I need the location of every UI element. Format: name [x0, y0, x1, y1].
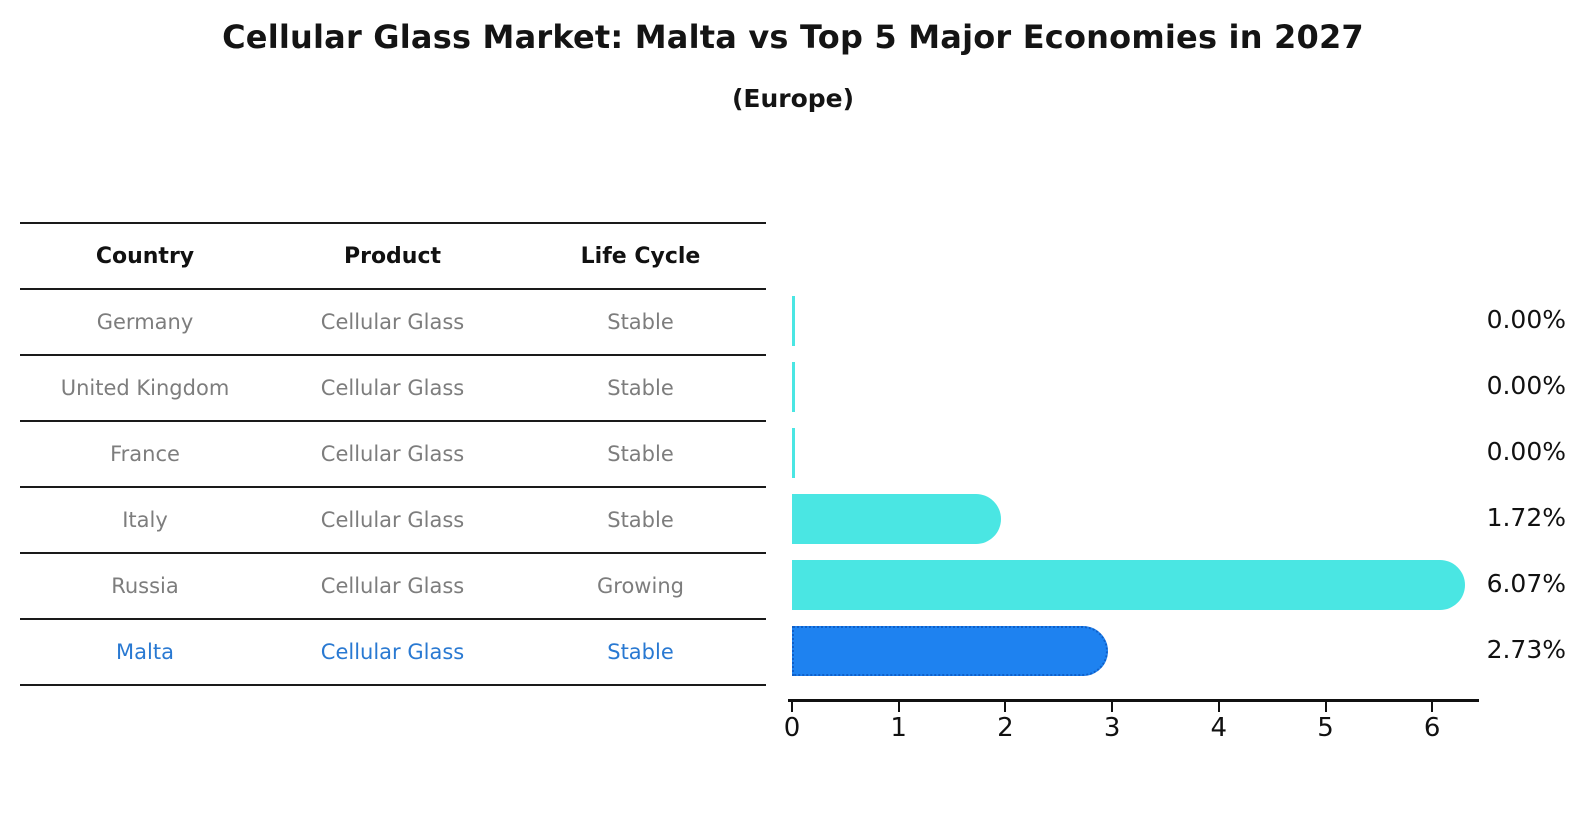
bar-italy — [792, 494, 1001, 544]
life_cycle-cell: Stable — [607, 508, 674, 532]
x-axis-line — [788, 699, 1479, 702]
x-tick-label: 1 — [890, 713, 907, 743]
life_cycle-cell: Stable — [607, 376, 674, 400]
value-label: 6.07% — [1486, 569, 1566, 598]
country-cell: United Kingdom — [60, 376, 230, 400]
table-row: Germany Cellular Glass Stable — [20, 290, 766, 356]
x-tick-mark — [1111, 702, 1114, 712]
value-label: 1.72% — [1486, 503, 1566, 532]
table-row: Malta Cellular Glass Stable — [20, 620, 766, 686]
table-header-row: Country Product Life Cycle — [20, 224, 766, 290]
table-row: Russia Cellular Glass Growing — [20, 554, 766, 620]
country-cell: Italy — [122, 508, 168, 532]
product-cell: Cellular Glass — [320, 376, 465, 400]
life_cycle-cell: Stable — [607, 310, 674, 334]
column-header: Product — [343, 243, 442, 269]
country-table: Country Product Life Cycle Germany Cellular … — [20, 222, 766, 686]
x-tick-label: 6 — [1423, 713, 1441, 743]
life_cycle-cell: Growing — [597, 574, 684, 598]
bar-united-kingdom — [792, 362, 795, 412]
bar-france — [792, 428, 795, 478]
life_cycle-cell: Stable — [607, 442, 674, 466]
x-tick-label: 0 — [783, 713, 801, 743]
value-label: 0.00% — [1486, 371, 1566, 400]
product-cell: Cellular Glass — [320, 442, 465, 466]
x-tick-mark — [1324, 702, 1327, 712]
x-tick-label: 5 — [1317, 713, 1334, 743]
product-cell: Cellular Glass — [320, 640, 465, 664]
x-tick-label: 2 — [997, 713, 1014, 743]
value-label: 2.73% — [1486, 635, 1566, 664]
table-row: United Kingdom Cellular Glass Stable — [20, 356, 766, 422]
x-tick-mark — [791, 702, 793, 712]
table-row: Italy Cellular Glass Stable — [20, 488, 766, 554]
country-cell: Malta — [116, 640, 174, 664]
country-cell: France — [110, 442, 180, 466]
chart-title: Cellular Glass Market: Malta vs Top 5 Ma… — [222, 18, 1364, 56]
country-cell: Russia — [111, 574, 179, 598]
life_cycle-cell: Stable — [607, 640, 674, 664]
x-tick-mark — [1431, 702, 1434, 712]
product-cell: Cellular Glass — [320, 310, 465, 334]
value-label: 0.00% — [1486, 437, 1566, 466]
x-tick-mark — [897, 702, 900, 712]
table-row: France Cellular Glass Stable — [20, 422, 766, 488]
country-cell: Germany — [96, 310, 194, 334]
value-label: 0.00% — [1486, 305, 1566, 334]
bar-russia — [792, 560, 1465, 610]
product-cell: Cellular Glass — [320, 508, 465, 532]
x-tick-mark — [1004, 702, 1007, 712]
x-tick-label: 4 — [1210, 713, 1228, 743]
column-header: Life Cycle — [580, 243, 701, 269]
bar-malta — [792, 626, 1109, 676]
product-cell: Cellular Glass — [320, 574, 465, 598]
x-tick-label: 3 — [1103, 713, 1121, 743]
column-header: Country — [95, 243, 195, 269]
x-tick-mark — [1217, 702, 1220, 712]
chart-subtitle: (Europe) — [731, 84, 855, 113]
bar-germany — [792, 296, 795, 346]
